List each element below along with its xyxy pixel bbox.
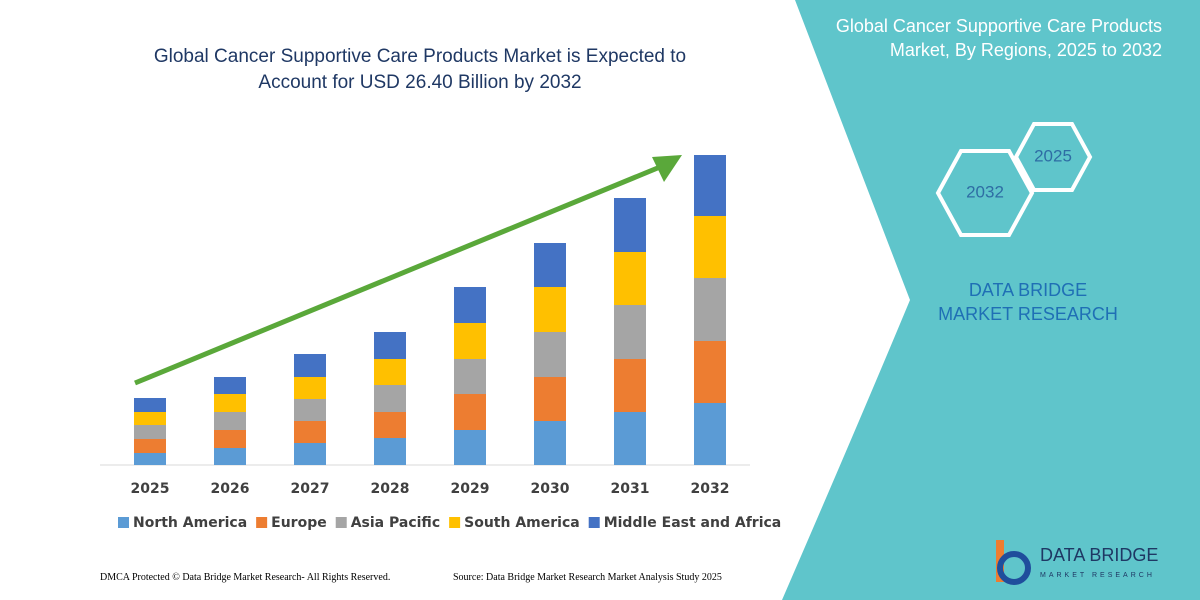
legend-label: South America xyxy=(464,515,580,531)
bar-segment xyxy=(534,287,566,332)
bar-segment xyxy=(214,448,246,465)
hexagon-label: 2025 xyxy=(1034,146,1072,165)
bar-segment xyxy=(214,412,246,430)
hexagon-label: 2032 xyxy=(966,182,1004,201)
legend-swatch xyxy=(118,517,129,528)
legend-label: North America xyxy=(133,515,247,531)
x-tick-label: 2030 xyxy=(531,481,570,497)
legend-label: Middle East and Africa xyxy=(604,515,782,531)
bar-segment xyxy=(534,421,566,465)
legend-label: Asia Pacific xyxy=(351,515,440,531)
bar-segment xyxy=(454,394,486,430)
hexagon xyxy=(1013,122,1093,192)
chart-title: Global Cancer Supportive Care Products M… xyxy=(153,46,687,93)
bar-segment xyxy=(134,425,166,439)
legend-swatch xyxy=(588,517,600,528)
bar-segment xyxy=(214,377,246,394)
bar-segment xyxy=(534,243,566,287)
bar-segment xyxy=(614,412,646,465)
bar-segment xyxy=(454,287,486,323)
bar-segment xyxy=(534,332,566,377)
x-tick-label: 2032 xyxy=(691,481,730,497)
bar-segment xyxy=(694,278,726,341)
logo-icon xyxy=(996,540,1031,585)
bar-segment xyxy=(454,323,486,359)
brand: DATA BRIDGE MARKET RESEARCH xyxy=(938,280,1118,324)
bar-segment xyxy=(294,399,326,421)
bar-segment xyxy=(614,359,646,412)
panel-title: Global Cancer Supportive Care Products M… xyxy=(835,16,1162,60)
bar-segment xyxy=(454,359,486,394)
bar-segment xyxy=(614,252,646,305)
hexagon xyxy=(935,149,1035,237)
bar-segment xyxy=(294,443,326,465)
bar-segment xyxy=(294,377,326,399)
bar-segment xyxy=(374,332,406,359)
bar-segment xyxy=(374,359,406,385)
trend-arrow xyxy=(134,164,661,386)
bar-segment xyxy=(694,341,726,403)
x-tick-label: 2028 xyxy=(371,481,410,497)
bar-segment xyxy=(134,412,166,425)
bar-segment xyxy=(294,354,326,377)
bar-segment xyxy=(374,385,406,412)
footer-right: Source: Data Bridge Market Research Mark… xyxy=(453,572,722,583)
x-tick-label: 2027 xyxy=(291,481,330,497)
x-tick-label: 2026 xyxy=(211,481,250,497)
bar-segment xyxy=(454,430,486,465)
bar-segment xyxy=(614,305,646,359)
side-panel-bg xyxy=(782,0,1200,600)
trend-arrowhead xyxy=(652,155,682,182)
x-tick-label: 2025 xyxy=(131,481,170,497)
bar-segment xyxy=(694,403,726,465)
x-tick-label: 2031 xyxy=(611,481,650,497)
bar-segment xyxy=(214,394,246,412)
bar-segment xyxy=(614,198,646,252)
bar-segment xyxy=(134,398,166,412)
bar-segment xyxy=(214,430,246,448)
legend-swatch xyxy=(335,517,347,528)
footer-left: DMCA Protected © Data Bridge Market Rese… xyxy=(100,572,391,583)
bar-segment xyxy=(294,421,326,443)
bar-segment xyxy=(374,412,406,438)
legend-swatch xyxy=(449,517,461,528)
x-tick-label: 2029 xyxy=(451,481,490,497)
bar-segment xyxy=(134,453,166,465)
bar-segment xyxy=(694,216,726,278)
bar-segment xyxy=(534,377,566,421)
logo-name: DATA BRIDGE xyxy=(1040,545,1158,565)
legend-label: Europe xyxy=(271,515,327,531)
logo-bowl xyxy=(997,551,1031,585)
legend-swatch xyxy=(256,517,268,528)
bar-segment xyxy=(374,438,406,465)
bar-segment xyxy=(134,439,166,453)
logo-tagline: MARKET RESEARCH xyxy=(1040,572,1155,579)
bar-segment xyxy=(694,155,726,216)
